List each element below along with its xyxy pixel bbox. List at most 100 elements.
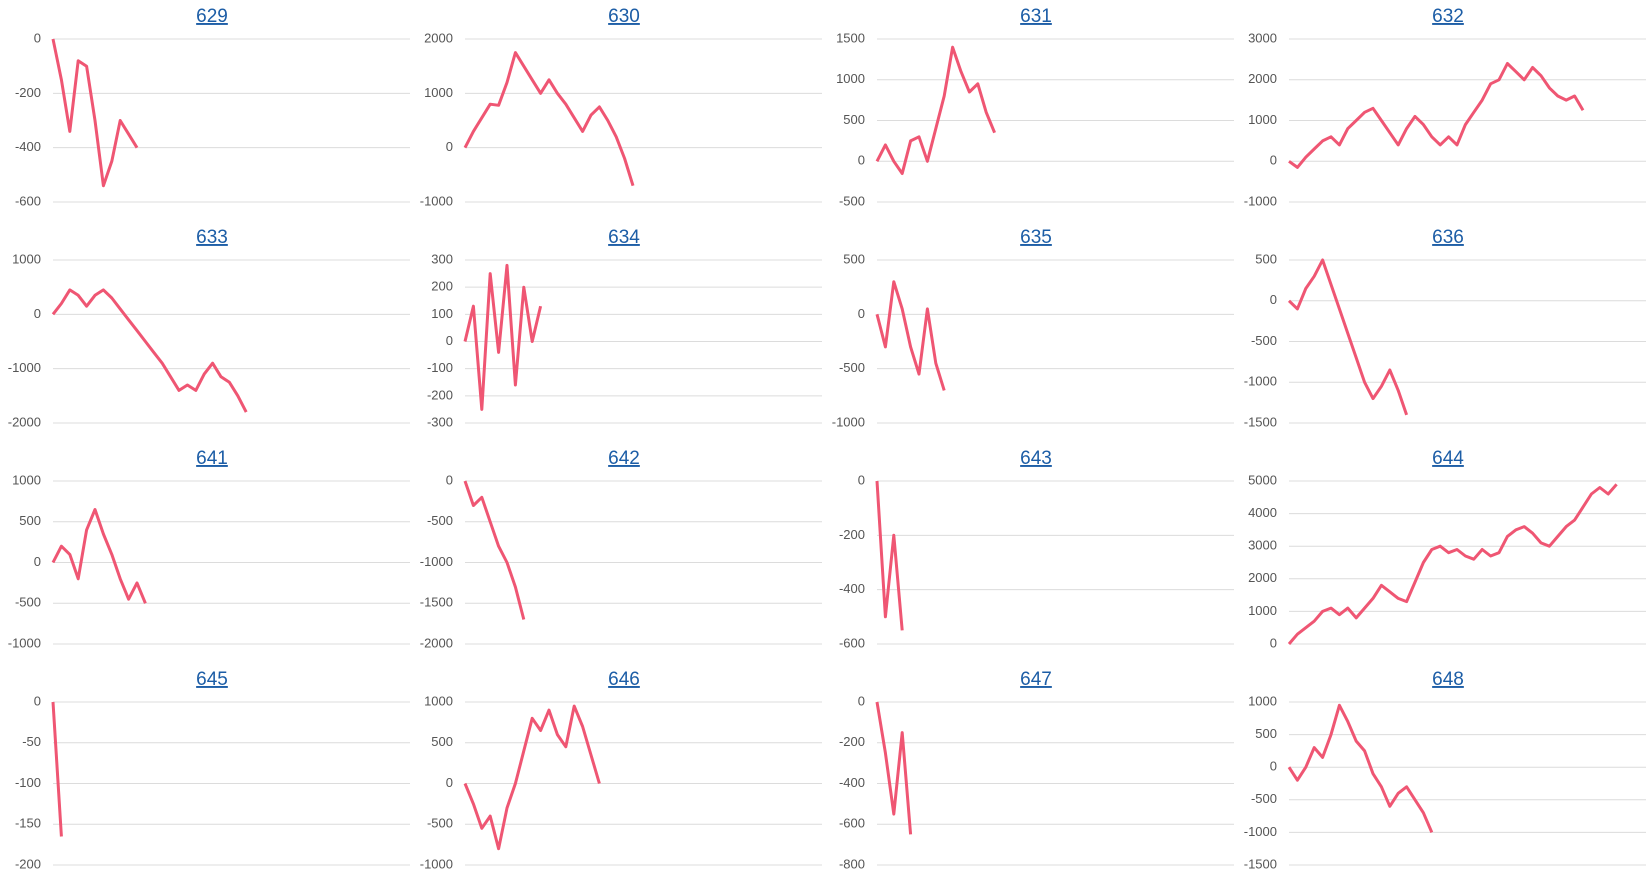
data-line xyxy=(875,701,913,835)
y-tick-label: 500 xyxy=(1255,251,1277,266)
y-tick-label: 4000 xyxy=(1248,505,1277,520)
y-tick-label: -600 xyxy=(15,193,41,208)
y-tick-label: 0 xyxy=(34,30,41,45)
y-tick-label: 0 xyxy=(1270,292,1277,307)
y-tick-label: 0 xyxy=(34,306,41,321)
y-tick-label: 0 xyxy=(858,153,865,168)
chart-title[interactable]: 635 xyxy=(1020,227,1052,248)
y-tick-label: -200 xyxy=(427,387,453,402)
y-tick-label: 0 xyxy=(446,472,453,487)
y-tick-label: -1000 xyxy=(832,414,865,429)
data-line xyxy=(51,508,147,604)
y-tick-label: 500 xyxy=(1255,726,1277,741)
y-tick-label: 1000 xyxy=(424,85,453,100)
data-line xyxy=(463,704,601,851)
y-tick-label: -600 xyxy=(839,635,865,650)
y-tick-label: 1000 xyxy=(1248,693,1277,708)
chart-title[interactable]: 647 xyxy=(1020,669,1052,690)
chart-title[interactable]: 648 xyxy=(1432,669,1464,690)
data-line xyxy=(51,38,139,188)
data-line xyxy=(463,51,635,187)
y-tick-label: 5000 xyxy=(1248,472,1277,487)
y-tick-label: -150 xyxy=(15,816,41,831)
y-tick-label: -2000 xyxy=(8,414,41,429)
y-tick-label: 1000 xyxy=(1248,603,1277,618)
y-tick-label: 200 xyxy=(431,279,453,294)
chart-title[interactable]: 629 xyxy=(196,6,228,27)
y-tick-label: -1000 xyxy=(8,360,41,375)
y-tick-label: -1000 xyxy=(1244,374,1277,389)
data-line xyxy=(1287,483,1618,645)
y-tick-label: 2000 xyxy=(424,30,453,45)
y-tick-label: 500 xyxy=(843,112,865,127)
y-tick-label: 100 xyxy=(431,306,453,321)
y-tick-label: -200 xyxy=(15,856,41,871)
chart-title[interactable]: 641 xyxy=(196,448,228,469)
data-line xyxy=(463,480,526,620)
chart-title[interactable]: 632 xyxy=(1432,6,1464,27)
y-tick-label: 300 xyxy=(431,251,453,266)
y-tick-label: -500 xyxy=(15,595,41,610)
y-tick-label: -500 xyxy=(1251,791,1277,806)
y-tick-label: -400 xyxy=(839,775,865,790)
y-tick-label: -400 xyxy=(839,581,865,596)
chart-title[interactable]: 642 xyxy=(608,448,640,469)
y-tick-label: -2000 xyxy=(420,635,453,650)
y-tick-label: 0 xyxy=(1270,759,1277,774)
y-tick-label: -200 xyxy=(839,527,865,542)
y-tick-label: -1500 xyxy=(1244,856,1277,871)
data-line xyxy=(875,480,904,631)
y-tick-label: 1000 xyxy=(836,71,865,86)
y-tick-label: -400 xyxy=(15,139,41,154)
chart-title[interactable]: 634 xyxy=(608,227,640,248)
data-line xyxy=(51,701,63,837)
y-tick-label: 0 xyxy=(446,333,453,348)
y-tick-label: 0 xyxy=(858,306,865,321)
y-tick-label: 1500 xyxy=(836,30,865,45)
y-tick-label: 1000 xyxy=(12,472,41,487)
chart-title[interactable]: 646 xyxy=(608,669,640,690)
chart-title[interactable]: 631 xyxy=(1020,6,1052,27)
chart-title[interactable]: 643 xyxy=(1020,448,1052,469)
data-line xyxy=(463,263,543,411)
y-tick-label: -1000 xyxy=(1244,193,1277,208)
y-tick-label: -500 xyxy=(427,513,453,528)
y-tick-label: -1000 xyxy=(420,856,453,871)
y-tick-label: -500 xyxy=(839,193,865,208)
y-tick-label: -1500 xyxy=(420,595,453,610)
y-tick-label: -200 xyxy=(15,85,41,100)
chart-title[interactable]: 633 xyxy=(196,227,228,248)
y-tick-label: 0 xyxy=(34,554,41,569)
data-line xyxy=(1287,258,1409,416)
y-tick-label: -500 xyxy=(839,360,865,375)
chart-title[interactable]: 644 xyxy=(1432,448,1464,469)
y-tick-label: 1000 xyxy=(1248,112,1277,127)
y-tick-label: -50 xyxy=(22,734,41,749)
y-tick-label: 0 xyxy=(858,472,865,487)
y-tick-label: 0 xyxy=(446,139,453,154)
y-tick-label: 500 xyxy=(431,734,453,749)
y-tick-label: 1000 xyxy=(424,693,453,708)
y-tick-label: -600 xyxy=(839,816,865,831)
y-tick-label: 500 xyxy=(843,251,865,266)
y-tick-label: 0 xyxy=(858,693,865,708)
y-tick-label: 0 xyxy=(34,693,41,708)
data-line xyxy=(51,288,248,413)
y-tick-label: 2000 xyxy=(1248,570,1277,585)
chart-title[interactable]: 630 xyxy=(608,6,640,27)
y-tick-label: 3000 xyxy=(1248,30,1277,45)
y-tick-label: -1000 xyxy=(420,193,453,208)
chart-title[interactable]: 636 xyxy=(1432,227,1464,248)
y-tick-label: -100 xyxy=(427,360,453,375)
data-line xyxy=(875,45,996,175)
y-tick-label: 3000 xyxy=(1248,538,1277,553)
y-tick-label: -200 xyxy=(839,734,865,749)
y-tick-label: -1000 xyxy=(8,635,41,650)
y-tick-label: 2000 xyxy=(1248,71,1277,86)
y-tick-label: -1000 xyxy=(1244,824,1277,839)
y-tick-label: -500 xyxy=(427,816,453,831)
y-tick-label: -100 xyxy=(15,775,41,790)
chart-title[interactable]: 645 xyxy=(196,669,228,690)
